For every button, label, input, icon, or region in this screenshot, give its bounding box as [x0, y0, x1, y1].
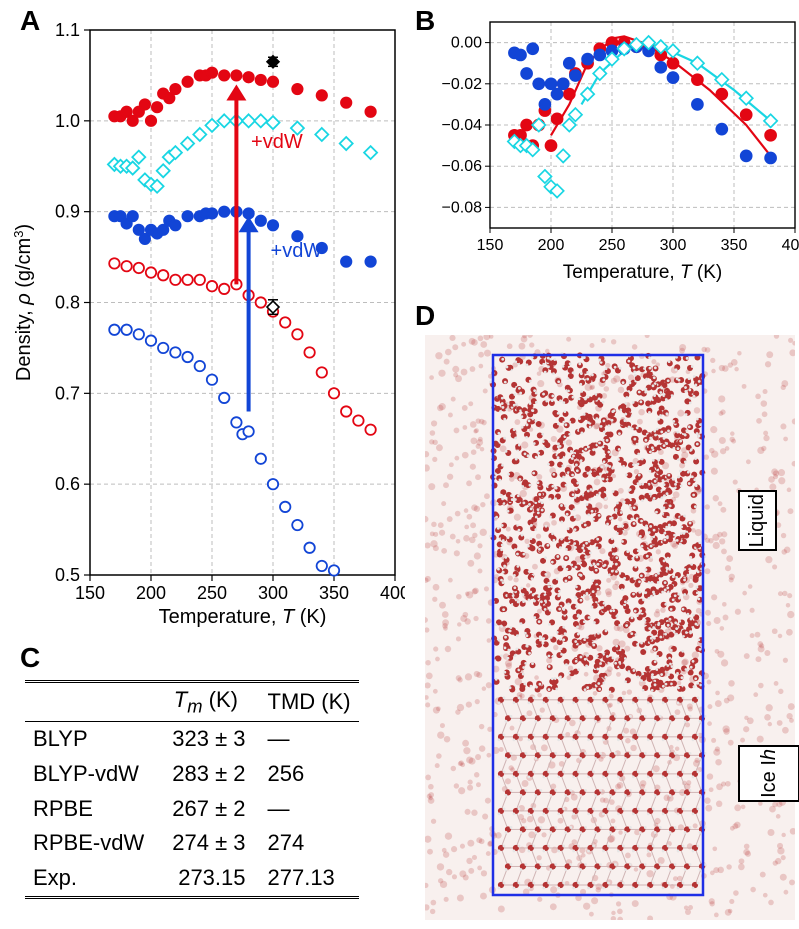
svg-text:200: 200: [538, 237, 565, 254]
svg-text:−0.08: −0.08: [442, 199, 483, 216]
panel-a-chart: 150 200 250 300 350 400 0.5 0.6 0.7 0.8 0.9 1.0 1.1 T…: [5, 10, 405, 635]
svg-text:400: 400: [782, 237, 799, 254]
svg-text:−0.06: −0.06: [442, 158, 483, 175]
svg-text:1.1: 1.1: [55, 20, 80, 40]
svg-text:150: 150: [477, 237, 504, 254]
figure-root: A 1502002503003504000.50.60.70.80.91.01.…: [0, 0, 799, 929]
svg-text:+vdW: +vdW: [271, 240, 323, 262]
svg-text:250: 250: [197, 583, 227, 603]
ice-label-text: Ice Ih: [758, 749, 781, 798]
svg-text:−0.04: −0.04: [442, 117, 483, 134]
panel-label-c: C: [20, 642, 40, 674]
svg-text:0.8: 0.8: [55, 293, 80, 313]
svg-text:0.00: 0.00: [451, 35, 482, 52]
svg-text:300: 300: [660, 237, 687, 254]
svg-text:0.5: 0.5: [55, 565, 80, 585]
svg-text:400: 400: [380, 583, 405, 603]
svg-text:200: 200: [136, 583, 166, 603]
svg-text:0.9: 0.9: [55, 202, 80, 222]
svg-text:150: 150: [75, 583, 105, 603]
svg-text:350: 350: [721, 237, 748, 254]
svg-text:Density, ρ (g/cm3): Density, ρ (g/cm3): [11, 224, 36, 381]
svg-text:Temperature, T (K): Temperature, T (K): [563, 262, 722, 283]
panel-label-d: D: [415, 300, 435, 332]
panel-c-table: Tm (K)TMD (K)BLYP323 ± 3—BLYP-vdW283 ± 2…: [25, 680, 359, 899]
svg-text:250: 250: [599, 237, 626, 254]
svg-text:0.7: 0.7: [55, 383, 80, 403]
svg-text:0.6: 0.6: [55, 474, 80, 494]
svg-text:1.0: 1.0: [55, 111, 80, 131]
panel-b-chart: 150 200 250 300 350 400 −0.08 −0.06 −0.04 −0.02 0.…: [418, 10, 799, 288]
panel-d-liquid-label: Liquid: [738, 490, 777, 551]
panel-c-table-wrapper: Tm (K)TMD (K)BLYP323 ± 3—BLYP-vdW283 ± 2…: [25, 680, 359, 899]
panel-d-ice-label: Ice Ih: [738, 745, 799, 802]
svg-text:300: 300: [258, 583, 288, 603]
svg-text:Temperature, T (K): Temperature, T (K): [159, 606, 327, 628]
svg-text:350: 350: [319, 583, 349, 603]
liquid-label-text: Liquid: [746, 494, 769, 547]
svg-text:+vdW: +vdW: [251, 131, 303, 153]
svg-text:−0.02: −0.02: [442, 76, 483, 93]
panel-d-snapshot: [425, 335, 795, 920]
